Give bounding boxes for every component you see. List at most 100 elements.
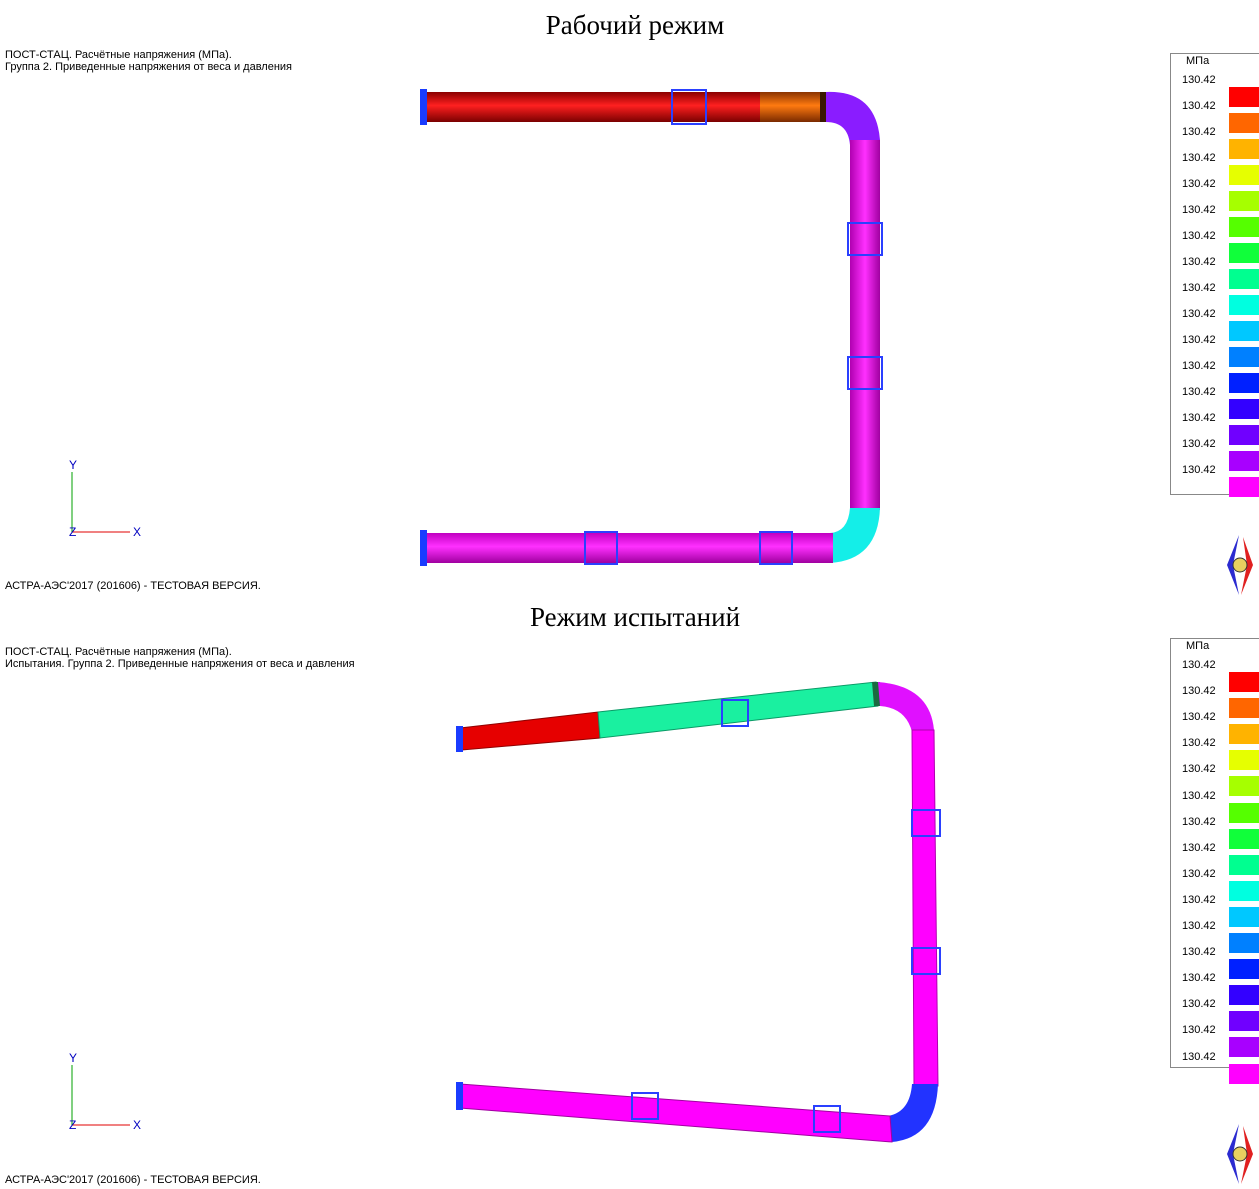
pipe-segment[interactable] [425, 533, 833, 563]
pipe-support[interactable] [721, 699, 749, 727]
pipe-support[interactable] [456, 1082, 463, 1110]
axis-triad: X Y Z [69, 1051, 141, 1132]
result-header-line2: Группа 2. Приведенные напряжения от веса… [5, 61, 293, 73]
pipe-segment[interactable] [425, 92, 765, 122]
pipe-support[interactable] [420, 89, 427, 125]
legend-value: 130.42 [1182, 841, 1216, 854]
pipe-support[interactable] [759, 531, 793, 565]
legend-value: 130.42 [1182, 386, 1216, 398]
legend-color-swatch [1229, 776, 1259, 797]
legend-color-swatch [1229, 985, 1259, 1006]
legend-color-swatch [1229, 724, 1259, 745]
legend-value: 130.42 [1182, 126, 1216, 138]
legend-color-swatch [1229, 191, 1259, 211]
operating-mode-panel: Рабочий режим ПОСТ-СТАЦ. Расчётные напря… [0, 0, 1259, 596]
pipe-elbow[interactable] [830, 508, 880, 563]
pipe-segment[interactable] [597, 681, 879, 739]
legend-color-swatch [1229, 750, 1259, 771]
y-axis-label: Y [69, 1051, 77, 1065]
z-axis-label: Z [69, 525, 76, 539]
pipe-elbow[interactable] [878, 682, 934, 732]
legend-value: 130.42 [1182, 815, 1216, 828]
pipe-support[interactable] [584, 531, 618, 565]
legend-value: 130.42 [1182, 711, 1216, 724]
legend-value: 130.42 [1182, 1024, 1216, 1037]
pipe-support[interactable] [420, 530, 427, 566]
pipeline-model-view[interactable]: X Y Z [0, 0, 1170, 596]
legend-value: 130.42 [1182, 920, 1216, 932]
legend-value: 130.42 [1182, 282, 1216, 294]
result-header-line2: Испытания. Группа 2. Приведенные напряже… [5, 658, 355, 670]
pipe-segment[interactable] [459, 1083, 893, 1143]
legend-color-swatch [1229, 802, 1259, 823]
stress-color-legend: МПа 130.42 130.42 130.42 130.42 130.42 130.42… [1170, 638, 1259, 1084]
result-header: ПОСТ-СТАЦ. Расчётные напряжения (МПа). И… [5, 646, 355, 670]
result-header-line1: ПОСТ-СТАЦ. Расчётные напряжения (МПа). [5, 49, 232, 61]
pipe-support[interactable] [911, 809, 941, 837]
legend-color-swatch [1229, 347, 1259, 367]
legend-value: 130.42 [1182, 308, 1216, 320]
stress-color-legend: МПа 130.42 130.42 130.42 130.42 130.42 130.42… [1170, 53, 1259, 497]
legend-color-swatch [1229, 828, 1259, 849]
legend-color-swatch [1229, 854, 1259, 875]
legend-value: 130.42 [1182, 438, 1216, 450]
pipe-segment[interactable] [760, 92, 822, 122]
legend-value: 130.42 [1182, 464, 1216, 476]
legend-color-swatch [1229, 399, 1259, 419]
legend-value: 130.42 [1182, 685, 1216, 698]
version-footer: АСТРА-АЭС'2017 (201606) - ТЕСТОВАЯ ВЕРСИ… [5, 580, 261, 592]
pipe-support[interactable] [671, 89, 707, 125]
panel-title: Режим испытаний [529, 602, 741, 632]
x-axis-label: X [133, 1118, 141, 1132]
pipe-segment[interactable] [850, 140, 880, 510]
pipe-segment[interactable] [911, 729, 939, 1087]
pipeline-model-view[interactable]: X Y Z [0, 596, 1170, 1189]
version-footer: АСТРА-АЭС'2017 (201606) - ТЕСТОВАЯ ВЕРСИ… [5, 1174, 261, 1186]
legend-value: 130.42 [1182, 204, 1216, 216]
legend-color-swatch [1229, 451, 1259, 471]
legend-color-swatch [1229, 933, 1259, 953]
legend-color-swatch [1229, 87, 1259, 107]
pipe-support[interactable] [813, 1105, 841, 1133]
legend-unit: МПа [1186, 640, 1210, 652]
x-axis-label: X [133, 525, 141, 539]
legend-color-swatch [1229, 295, 1259, 315]
result-header-line1: ПОСТ-СТАЦ. Расчётные напряжения (МПа). [5, 646, 232, 658]
legend-value: 130.42 [1182, 360, 1216, 372]
legend-color-swatch [1229, 425, 1259, 445]
legend-color-swatch [1229, 880, 1259, 901]
pipe-support[interactable] [456, 726, 463, 752]
legend-color-swatch [1229, 1063, 1259, 1084]
legend-value: 130.42 [1182, 256, 1216, 268]
pipe-support[interactable] [631, 1092, 659, 1120]
pipe-support[interactable] [911, 947, 941, 975]
legend-value: 130.42 [1182, 763, 1216, 776]
legend-value: 130.42 [1182, 893, 1216, 906]
legend-value: 130.42 [1182, 946, 1216, 959]
pipe-elbow[interactable] [826, 91, 880, 145]
legend-value: 130.42 [1182, 789, 1216, 802]
legend-color-swatch [1229, 672, 1259, 692]
legend-value: 130.42 [1182, 867, 1216, 880]
legend-value: 130.42 [1182, 412, 1216, 424]
pipe-segment[interactable] [820, 92, 828, 122]
pipe-support[interactable] [847, 356, 883, 390]
legend-color-swatch [1229, 217, 1259, 237]
legend-color-swatch [1229, 139, 1259, 159]
legend-unit: МПа [1186, 55, 1210, 67]
legend-value: 130.42 [1182, 74, 1216, 86]
pipe-segment[interactable] [459, 711, 601, 751]
z-axis-label: Z [69, 1118, 76, 1132]
legend-value: 130.42 [1182, 998, 1216, 1011]
y-axis-label: Y [69, 458, 77, 472]
legend-color-swatch [1229, 959, 1259, 980]
legend-color-swatch [1229, 1037, 1259, 1058]
pipe-support[interactable] [847, 222, 883, 256]
legend-color-swatch [1229, 698, 1259, 719]
legend-color-swatch [1229, 243, 1259, 263]
pipe-elbow[interactable] [888, 1084, 938, 1142]
legend-color-swatch [1229, 906, 1259, 927]
legend-value: 130.42 [1182, 230, 1216, 242]
legend-value: 130.42 [1182, 152, 1216, 164]
legend-color-swatch [1229, 321, 1259, 341]
